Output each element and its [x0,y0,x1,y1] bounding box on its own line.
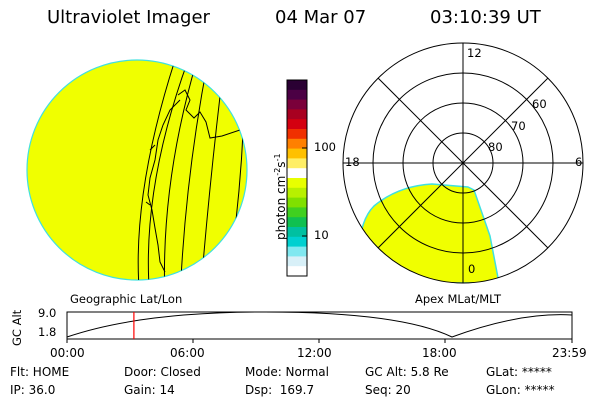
right-panel-caption: Apex MLat/MLT [415,292,502,306]
colorbar-segment [287,168,307,179]
colorbar-segment [287,119,307,130]
geographic-image-panel [26,59,248,281]
altitude-curve [66,311,573,338]
time-label: 03:10:39 UT [430,7,541,28]
status-glon: GLon: ***** [486,383,555,397]
mlt-label-12: 12 [467,46,482,60]
status-glat: GLat: ***** [486,365,552,379]
status-mode: Mode: Normal [245,365,329,379]
date-label: 04 Mar 07 [275,7,367,28]
colorbar-segment [287,266,307,277]
colorbar-segment [287,197,307,208]
mlt-label-18: 18 [345,155,360,169]
uv-emission-disk [26,59,248,281]
colorbar-segment [287,89,307,101]
coastline [145,89,247,273]
status-dsp: Dsp: 169.7 [245,383,315,397]
altitude-ytick: 1.8 [38,325,57,339]
mlt-label-0: 0 [468,262,476,276]
status-gc-alt: GC Alt: 5.8 Re [365,365,449,379]
mlat-label-80: 80 [488,140,503,154]
altitude-plot-frame [66,311,573,340]
uv-oval-fill [357,183,500,283]
left-panel-caption: Geographic Lat/Lon [70,292,183,306]
colorbar-segment [287,80,307,91]
colorbar-frame [286,79,308,277]
colorbar-segment [287,236,307,248]
colorbar [287,80,307,277]
altitude-plot [66,311,573,343]
altitude-xtick: 18:00 [422,346,457,360]
status-seq: Seq: 20 [365,383,411,397]
colorbar-unit: photon cm [274,175,288,240]
mlat-label-60: 60 [532,97,547,111]
colorbar-title: photon cm-2s-1 [273,153,288,240]
status-door: Door: Closed [124,365,201,379]
mlat-label-70: 70 [511,119,526,133]
mlt-label-6: 6 [575,155,583,169]
mlt-diag-2 [377,77,549,249]
colorbar-segment [287,227,307,238]
colorbar-unit-s: s [274,161,288,168]
colorbar-segment [287,207,307,218]
altitude-ytick: 9.0 [38,306,57,320]
altitude-ylabel: GC Alt [10,309,24,346]
colorbar-unit-exp: -2 [273,167,282,176]
colorbar-segment [287,109,307,120]
colorbar-unit-exp: -1 [273,153,282,162]
colorbar-tick-label: 10 [314,228,329,242]
colorbar-segment [287,138,307,150]
colorbar-segment [287,158,307,169]
colorbar-segment [287,148,307,159]
lon-line [137,60,176,280]
instrument-title: Ultraviolet Imager [47,7,210,28]
colorbar-segment [287,256,307,267]
colorbar-segment [287,178,307,189]
colorbar-segment [287,129,307,140]
lon-line [147,60,191,280]
altitude-xtick: 12:00 [297,346,332,360]
polar-mlat-mlt-panel [342,42,584,284]
status-ip: IP: 36.0 [10,383,56,397]
colorbar-tick-label: 100 [314,140,336,154]
colorbar-segment [287,246,307,257]
altitude-xtick: 06:00 [170,346,205,360]
colorbar-segment [287,217,307,228]
altitude-xtick: 23:59 [552,346,587,360]
altitude-xtick: 00:00 [50,346,85,360]
status-flt: Flt: HOME [10,365,70,379]
colorbar-segment [287,99,307,110]
colorbar-segment [287,187,307,199]
status-gain: Gain: 14 [124,383,175,397]
